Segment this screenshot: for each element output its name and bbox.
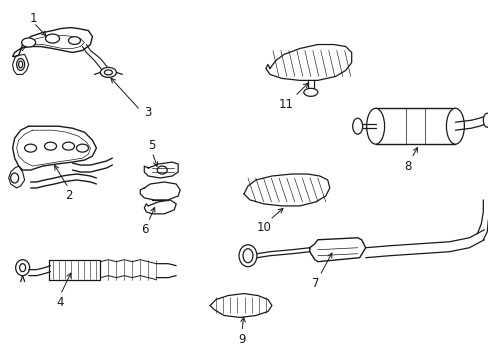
Polygon shape	[140, 182, 180, 200]
Polygon shape	[13, 54, 29, 75]
Ellipse shape	[482, 113, 488, 127]
Ellipse shape	[45, 34, 60, 43]
Ellipse shape	[352, 118, 362, 134]
Ellipse shape	[44, 142, 57, 150]
Polygon shape	[13, 126, 96, 170]
Text: 3: 3	[144, 106, 152, 119]
Ellipse shape	[68, 37, 81, 44]
Ellipse shape	[19, 61, 22, 68]
Polygon shape	[210, 293, 271, 318]
Ellipse shape	[303, 88, 317, 96]
Ellipse shape	[76, 144, 88, 152]
Text: 5: 5	[148, 139, 156, 152]
Text: 10: 10	[256, 221, 271, 234]
Polygon shape	[48, 260, 100, 280]
Ellipse shape	[24, 144, 37, 152]
Polygon shape	[309, 238, 365, 262]
Text: 1: 1	[30, 12, 37, 25]
Ellipse shape	[104, 70, 112, 75]
Text: 6: 6	[141, 223, 149, 236]
Text: 8: 8	[403, 159, 410, 172]
Ellipse shape	[11, 173, 19, 183]
Ellipse shape	[100, 67, 116, 77]
Ellipse shape	[243, 249, 252, 263]
Polygon shape	[244, 174, 329, 206]
Polygon shape	[13, 28, 92, 57]
Polygon shape	[144, 200, 176, 214]
Ellipse shape	[446, 108, 464, 144]
Polygon shape	[9, 166, 24, 188]
Ellipse shape	[366, 108, 384, 144]
Text: 7: 7	[311, 277, 319, 290]
Ellipse shape	[239, 245, 256, 267]
Text: 11: 11	[278, 98, 293, 111]
Ellipse shape	[16, 260, 30, 276]
Text: 9: 9	[238, 333, 245, 346]
Ellipse shape	[21, 38, 36, 47]
Ellipse shape	[20, 264, 25, 272]
Text: 4: 4	[57, 296, 64, 309]
Ellipse shape	[17, 58, 24, 71]
Polygon shape	[144, 162, 178, 178]
Ellipse shape	[62, 142, 74, 150]
Polygon shape	[265, 45, 351, 80]
Text: 2: 2	[64, 189, 72, 202]
Ellipse shape	[157, 166, 167, 174]
Polygon shape	[375, 108, 454, 144]
